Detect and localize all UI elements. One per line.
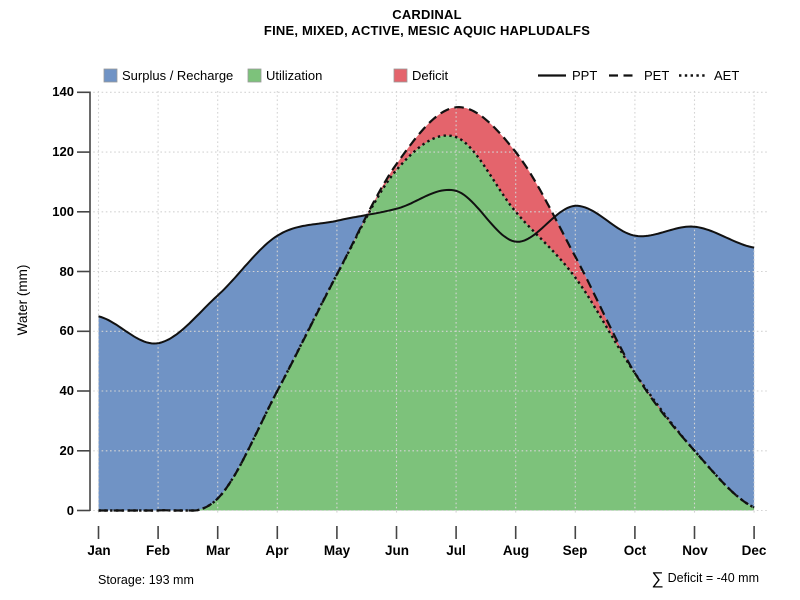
y-tick-label: 0 xyxy=(66,503,74,518)
legend-label-deficit: Deficit xyxy=(412,68,449,83)
legend-label-utilization: Utilization xyxy=(266,68,323,83)
ppt-line xyxy=(98,188,755,345)
x-tick-label: Aug xyxy=(502,543,530,558)
y-tick-label: 120 xyxy=(52,144,74,159)
x-tick-label: Jul xyxy=(446,543,466,558)
x-tick-label: Mar xyxy=(205,543,231,558)
y-axis-title: Water (mm) xyxy=(15,264,30,336)
legend-label-pet: PET xyxy=(644,68,670,83)
x-tick-label: Feb xyxy=(145,543,171,558)
x-tick-label: Jun xyxy=(384,543,410,558)
legend-surplus-swatch xyxy=(103,68,118,83)
y-tick-label: 40 xyxy=(59,383,74,398)
deficit-annotation-text: Deficit = -40 mm xyxy=(667,571,759,585)
y-tick-label: 140 xyxy=(52,84,74,99)
y-tick-label: 100 xyxy=(52,204,74,219)
utilization-area xyxy=(98,135,755,511)
y-tick-label: 20 xyxy=(59,443,74,458)
x-tick-label: Sep xyxy=(562,543,588,558)
x-tick-label: Oct xyxy=(623,543,647,558)
legend-label-surplus: Surplus / Recharge xyxy=(122,68,234,83)
legend-deficit-swatch xyxy=(393,68,408,83)
storage-annotation: Storage: 193 mm xyxy=(98,573,194,587)
x-tick-label: Nov xyxy=(682,543,708,558)
x-tick-label: Dec xyxy=(741,543,767,558)
surplus-recharge-area xyxy=(98,107,755,511)
legend-label-aet: AET xyxy=(714,68,740,83)
y-tick-label: 80 xyxy=(59,264,74,279)
x-tick-label: Jan xyxy=(87,543,111,558)
x-tick-label: Apr xyxy=(265,543,289,558)
sigma-symbol: ∑ xyxy=(651,569,664,588)
deficit-annotation: ∑ Deficit = -40 mm xyxy=(652,569,759,589)
legend-utilization-swatch xyxy=(247,68,262,83)
chart-subtitle: FINE, MIXED, ACTIVE, MESIC AQUIC HAPLUDA… xyxy=(263,23,591,38)
pet-line xyxy=(98,105,755,512)
y-tick-label: 60 xyxy=(59,323,74,338)
legend-label-ppt: PPT xyxy=(572,68,598,83)
x-tick-label: May xyxy=(323,543,351,558)
chart-title: CARDINAL xyxy=(392,7,462,22)
